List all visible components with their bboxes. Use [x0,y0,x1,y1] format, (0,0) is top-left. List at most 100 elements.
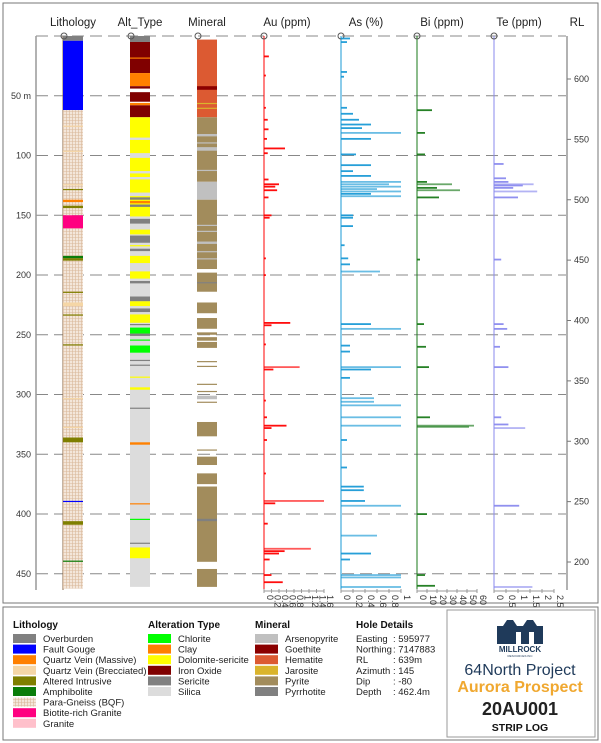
mineral-interval-arsenopyrite [197,224,217,227]
assay-bar [341,75,344,78]
prospect-name: Aurora Prospect [457,679,583,696]
assay-scale-label: 0.5 [507,595,517,608]
assay-scale-label: 1 [519,595,529,600]
assay-bar [417,584,435,587]
lithology-interval-fault-gouge [63,500,83,503]
assay-bar [264,558,270,561]
alteration-interval-chlorite [130,329,150,334]
assay-bar [341,489,364,492]
lithology-interval-amphibolite [63,255,83,259]
assay-bar [264,399,266,402]
assay-bar [341,244,345,247]
hole-detail-value: : -80 [393,676,412,687]
assay-bar [341,188,377,190]
alteration-interval-sericite [130,280,150,284]
title-block: MILLROCK RESOURCES INC 64North Project A… [457,620,583,734]
assay-bar [341,71,347,73]
legend-swatch [255,655,278,665]
assay-bar [264,550,285,553]
assay-bar [494,416,502,419]
assay-bar [341,131,401,134]
mineral-interval-pyrite [197,318,217,329]
hole-detail-key: RL [356,655,368,666]
legend-label: Granite [43,719,74,730]
mineral-interval-pyrite [197,272,217,292]
assay-bar [494,258,502,261]
hole-detail-value: : 595977 [393,634,430,645]
legend-label: Arsenopyrite [285,634,338,645]
assay-bar [264,274,266,276]
log-type: STRIP LOG [492,722,548,734]
assay-bar [494,366,509,369]
alteration-interval-dolomite-sericite [130,229,150,235]
legend-label: Pyrite [285,676,309,687]
legend-swatch [13,634,36,643]
assay-bar [417,424,474,427]
assay-bar [417,258,420,261]
mineral-interval-arsenopyrite [197,230,217,232]
assay-bar [341,558,350,561]
mineral-interval-arsenopyrite [197,181,217,200]
alteration-interval-clay [130,503,150,505]
assay-bar [341,397,374,400]
mineral-interval-pyrite [197,421,217,437]
rl-tick-label: 500 [574,195,589,205]
assay-bar [341,190,401,193]
alteration-interval-dolomite-sericite [130,255,150,264]
legend-label: Quartz Vein (Massive) [43,655,136,666]
assay-bar [264,189,278,192]
assay-scale-label: 60 [478,595,488,605]
assay-scale-label: 0.4 [280,595,290,608]
mineral-interval-pyrite [197,449,217,451]
assay-bar [417,416,430,419]
mineral-interval-arsenopyrite [197,251,217,253]
assay-bar [341,263,350,266]
legend-swatch [255,687,278,696]
rl-tick-label: 300 [574,436,589,446]
mineral-interval-pyrite [197,365,217,368]
assay-bar [417,425,469,428]
hole-detail-key: Azimuth [356,666,390,677]
mineral-interval-arsenopyrite [197,169,217,172]
mineral-interval-arsenopyrite [197,241,217,244]
assay-bar [341,183,389,186]
assay-anchor-icon [413,32,421,40]
assay-bar [264,416,267,419]
alteration-interval-dolomite-sericite [130,245,150,247]
lithology-interval-biotite-rich-granite [63,215,83,229]
assay-bar [264,439,267,441]
assay-bar [417,574,425,576]
alteration-interval-dolomite-sericite [130,314,150,323]
hole-detail-value: : 639m [393,655,422,666]
assay-bar [264,522,268,525]
mineral-interval-pyrite [197,401,217,403]
lithology-interval-para-gneiss-bqf- [63,228,83,589]
depth-tick-label: 250 [16,330,31,340]
assay-bar [264,552,279,555]
assay-scale-label: 50 [468,595,478,605]
assay-bar [341,344,350,347]
alteration-interval-dolomite-sericite [130,117,150,216]
assay-scale-label: 30 [448,595,458,605]
legend-swatch [13,665,36,675]
assay-bar [264,118,268,121]
alteration-interval-sericite [130,323,150,326]
alteration-interval-silica [130,153,150,158]
assay-bar [341,118,359,121]
assay-bar [341,327,401,330]
assay-bar [264,427,272,429]
project-name: 64North Project [464,662,576,679]
assay-bar [341,485,364,488]
assay-bar [264,137,267,140]
alteration-interval-chlorite [130,518,150,520]
legend-swatch [13,687,36,696]
assay-bar [417,196,439,199]
alteration-interval-sericite [130,407,150,409]
mineral-interval-pyrite [197,473,217,485]
mineral-interval-arsenopyrite [197,142,217,144]
alteration-interval-sericite [130,333,150,336]
lithology-interval-quartz-vein-brecciated- [63,125,83,127]
assay-bar [341,41,347,43]
alteration-interval-dolomite-sericite [130,387,150,390]
alteration-interval-sericite [130,204,150,207]
